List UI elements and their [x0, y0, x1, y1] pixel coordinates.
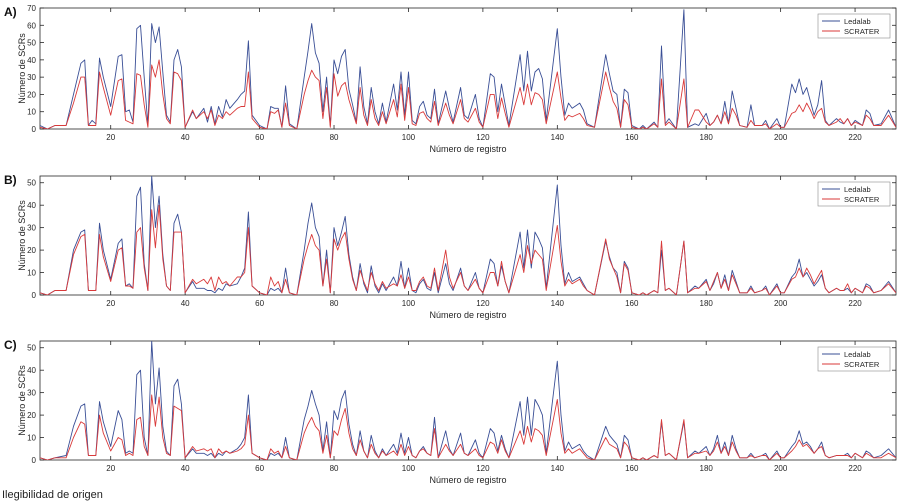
plot-frame: [39, 340, 897, 461]
x-tick-label: 180: [700, 299, 714, 308]
x-tick-label: 120: [476, 464, 490, 473]
y-tick-label: 60: [27, 21, 36, 30]
x-tick-label: 160: [625, 299, 639, 308]
y-tick-label: 10: [27, 269, 36, 278]
x-tick-label: 160: [625, 464, 639, 473]
y-tick-label: 50: [27, 179, 36, 188]
x-axis-label: Número de registro: [429, 144, 506, 154]
x-tick-label: 180: [700, 133, 714, 142]
y-tick-label: 20: [27, 90, 36, 99]
y-tick-label: 0: [32, 456, 37, 465]
legend-label: Ledalab: [844, 185, 871, 194]
x-tick-label: 200: [774, 464, 788, 473]
y-tick-label: 70: [27, 4, 36, 13]
legend-label: SCRATER: [844, 27, 880, 36]
x-tick-label: 40: [181, 464, 190, 473]
x-tick-label: 140: [551, 133, 565, 142]
panel-1: 0 10 20 30 40 50 60 70 20 40 60 80 100 120 140 160 180 20…: [4, 4, 897, 154]
y-tick-label: 20: [27, 246, 36, 255]
x-tick-label: 80: [330, 299, 339, 308]
plot-frame: [39, 175, 897, 296]
y-tick-label: 40: [27, 201, 36, 210]
y-tick-label: 40: [27, 366, 36, 375]
x-tick-label: 120: [476, 299, 490, 308]
legend-box: [817, 346, 891, 372]
y-axis-label: Número de SCRs: [17, 33, 27, 104]
x-tick-label: 100: [402, 133, 416, 142]
x-tick-label: 120: [476, 133, 490, 142]
y-axis-label: Número de SCRs: [17, 365, 27, 436]
y-axis-label: Número de SCRs: [17, 200, 27, 271]
x-tick-label: 80: [330, 464, 339, 473]
panel-label: B): [4, 173, 17, 187]
x-tick-label: 80: [330, 133, 339, 142]
series-line-scrater: [40, 204, 896, 295]
x-tick-label: 60: [255, 133, 264, 142]
legend-box: [817, 181, 891, 207]
caption: Ilegibilidad de origen: [2, 489, 103, 501]
y-tick-label: 20: [27, 411, 36, 420]
x-tick-label: 40: [181, 299, 190, 308]
legend-label: SCRATER: [844, 360, 880, 369]
x-tick-label: 20: [106, 299, 115, 308]
x-tick-label: 60: [255, 464, 264, 473]
x-tick-label: 60: [255, 299, 264, 308]
y-tick-label: 30: [27, 389, 36, 398]
x-tick-label: 160: [625, 133, 639, 142]
series-line-scrater: [40, 394, 896, 460]
x-tick-label: 220: [848, 299, 862, 308]
legend-label: SCRATER: [844, 195, 880, 204]
x-tick-label: 20: [106, 464, 115, 473]
x-axis-label: Número de registro: [429, 475, 506, 485]
y-tick-label: 0: [32, 125, 37, 134]
x-axis-label: Número de registro: [429, 310, 506, 320]
y-tick-label: 50: [27, 39, 36, 48]
x-tick-label: 100: [402, 299, 416, 308]
panel-3: 0 10 20 30 40 50 20 40 60 80 100 120 140 160 180 200 220…: [4, 338, 897, 485]
x-tick-label: 40: [181, 133, 190, 142]
panel-2: 0 10 20 30 40 50 20 40 60 80 100 120 140 160 180 200 220…: [4, 173, 897, 320]
y-tick-label: 50: [27, 344, 36, 353]
x-tick-label: 140: [551, 464, 565, 473]
panel-label: A): [4, 5, 17, 19]
x-tick-label: 200: [774, 133, 788, 142]
x-tick-label: 220: [848, 133, 862, 142]
y-tick-label: 40: [27, 56, 36, 65]
y-tick-label: 0: [32, 291, 37, 300]
x-tick-label: 140: [551, 299, 565, 308]
legend-label: Ledalab: [844, 350, 871, 359]
legend-box: [817, 13, 891, 39]
y-tick-label: 30: [27, 224, 36, 233]
x-tick-label: 200: [774, 299, 788, 308]
y-tick-label: 30: [27, 73, 36, 82]
panel-label: C): [4, 338, 17, 352]
y-tick-label: 10: [27, 434, 36, 443]
x-tick-label: 100: [402, 464, 416, 473]
y-tick-label: 10: [27, 108, 36, 117]
x-tick-label: 180: [700, 464, 714, 473]
legend-label: Ledalab: [844, 17, 871, 26]
x-tick-label: 20: [106, 133, 115, 142]
series-line-scrater: [40, 59, 896, 129]
x-tick-label: 220: [848, 464, 862, 473]
plot-frame: [39, 7, 897, 130]
